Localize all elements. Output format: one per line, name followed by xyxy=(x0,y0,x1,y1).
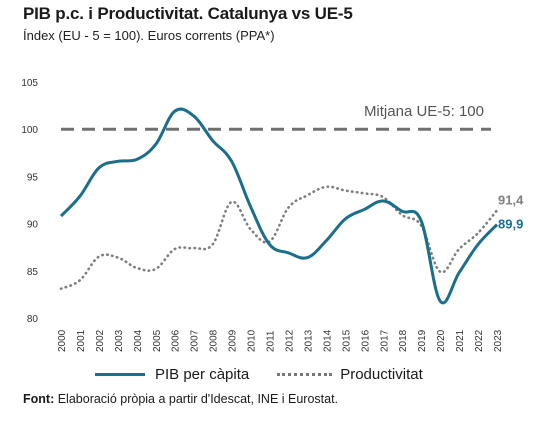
end-label-productivitat: 91,4 xyxy=(498,192,524,207)
x-tick-label: 2023 xyxy=(493,329,504,352)
y-tick-label: 85 xyxy=(27,267,39,278)
x-axis-ticks: 2000 2001 2002 2003 2004 2005 2006 2007 2008 2009… xyxy=(57,329,504,352)
y-tick-label: 105 xyxy=(21,78,38,89)
legend-label-productivitat: Productivitat xyxy=(340,366,423,383)
y-tick-label: 95 xyxy=(27,172,39,183)
chart-subtitle: Índex (EU - 5 = 100). Euros corrents (PP… xyxy=(23,28,275,43)
x-tick-label: 2005 xyxy=(152,329,163,352)
chart-legend: PIB per càpita Productivitat xyxy=(95,366,451,383)
legend-swatch-pib xyxy=(95,373,145,376)
source-note: Font: Elaboració pròpia a partir d'Idesc… xyxy=(23,392,338,406)
legend-swatch-productivitat xyxy=(277,373,333,376)
x-tick-label: 2000 xyxy=(57,329,68,352)
source-text: Elaboració pròpia a partir d'Idescat, IN… xyxy=(57,392,339,406)
x-tick-label: 2001 xyxy=(76,329,87,352)
x-tick-label: 2019 xyxy=(417,329,428,352)
x-tick-label: 2007 xyxy=(190,329,201,352)
series-line-productivitat xyxy=(59,185,499,291)
x-tick-label: 2017 xyxy=(379,329,390,352)
legend-item-productivitat: Productivitat xyxy=(277,366,423,383)
reference-line-label: Mitjana UE-5: 100 xyxy=(364,103,484,120)
x-tick-label: 2009 xyxy=(228,329,239,352)
x-tick-label: 2018 xyxy=(398,329,409,352)
x-tick-label: 2010 xyxy=(247,329,258,352)
x-tick-label: 2021 xyxy=(455,329,466,352)
chart-title: PIB p.c. i Productivitat. Catalunya vs U… xyxy=(23,4,353,23)
x-tick-label: 2008 xyxy=(209,329,220,352)
x-tick-label: 2011 xyxy=(266,330,277,352)
y-tick-label: 80 xyxy=(27,314,39,325)
x-tick-label: 2016 xyxy=(360,329,371,352)
y-tick-label: 90 xyxy=(27,220,39,231)
x-tick-label: 2006 xyxy=(171,329,182,352)
x-tick-label: 2012 xyxy=(284,329,295,352)
legend-item-pib: PIB per càpita xyxy=(95,366,249,383)
source-label: Font: xyxy=(23,392,55,406)
x-tick-label: 2020 xyxy=(436,329,447,352)
series-line-pib-per-capita xyxy=(59,107,499,305)
y-tick-label: 100 xyxy=(21,125,38,136)
x-tick-label: 2002 xyxy=(95,329,106,352)
x-tick-label: 2014 xyxy=(322,329,333,352)
x-tick-label: 2015 xyxy=(341,329,352,352)
x-tick-label: 2004 xyxy=(133,329,144,352)
legend-label-pib: PIB per càpita xyxy=(155,366,250,383)
end-label-pib-per-capita: 89,9 xyxy=(498,217,523,232)
y-axis-ticks: 80 85 90 95 100 105 xyxy=(21,78,38,325)
x-tick-label: 2022 xyxy=(474,329,485,352)
x-tick-label: 2013 xyxy=(303,329,314,352)
x-tick-label: 2003 xyxy=(114,329,125,352)
